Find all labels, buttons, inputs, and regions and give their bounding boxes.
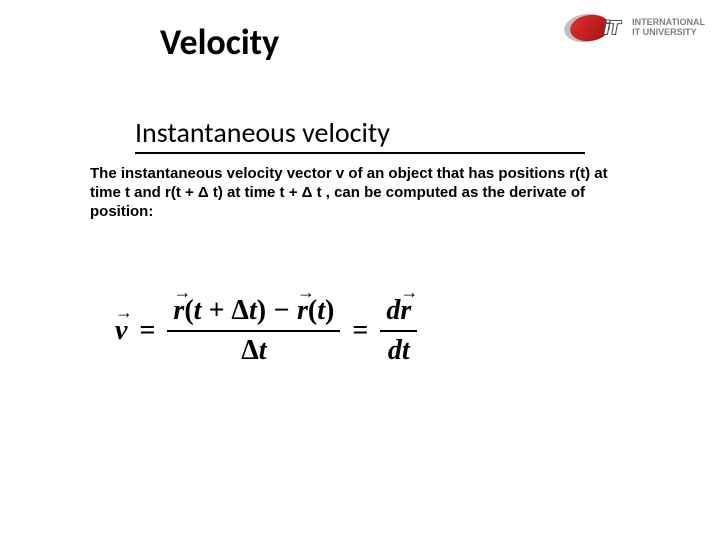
logo: iT INTERNATIONAL IT UNIVERSITY bbox=[564, 10, 705, 46]
logo-line-2: IT UNIVERSITY bbox=[632, 28, 705, 38]
fraction-1: → r (t + Δt) − → r (t) Δt bbox=[167, 295, 340, 367]
fraction-1-numerator: → r (t + Δt) − → r (t) bbox=[167, 295, 340, 332]
page-title: Velocity bbox=[160, 20, 279, 64]
body-text: The instantaneous velocity vector v of a… bbox=[90, 165, 630, 221]
formula: → v = → r (t + Δt) − → r (t) Δt bbox=[115, 295, 615, 385]
fraction-2-denominator: dt bbox=[382, 332, 416, 367]
equals-sign-2: = bbox=[352, 315, 368, 347]
logo-text: INTERNATIONAL IT UNIVERSITY bbox=[632, 18, 705, 38]
fraction-2: d → r dt bbox=[380, 295, 417, 367]
lhs-v-vector: → v bbox=[115, 315, 127, 347]
logo-abbrev: iT bbox=[604, 18, 620, 39]
subheading: Instantaneous velocity bbox=[135, 115, 585, 154]
fraction-1-denominator: Δt bbox=[235, 332, 272, 367]
equals-sign: = bbox=[139, 315, 155, 347]
slide: Velocity iT INTERNATIONAL IT UNIVERSITY … bbox=[0, 0, 720, 540]
fraction-2-numerator: d → r bbox=[380, 295, 417, 332]
logo-mark-icon: iT bbox=[564, 10, 624, 46]
